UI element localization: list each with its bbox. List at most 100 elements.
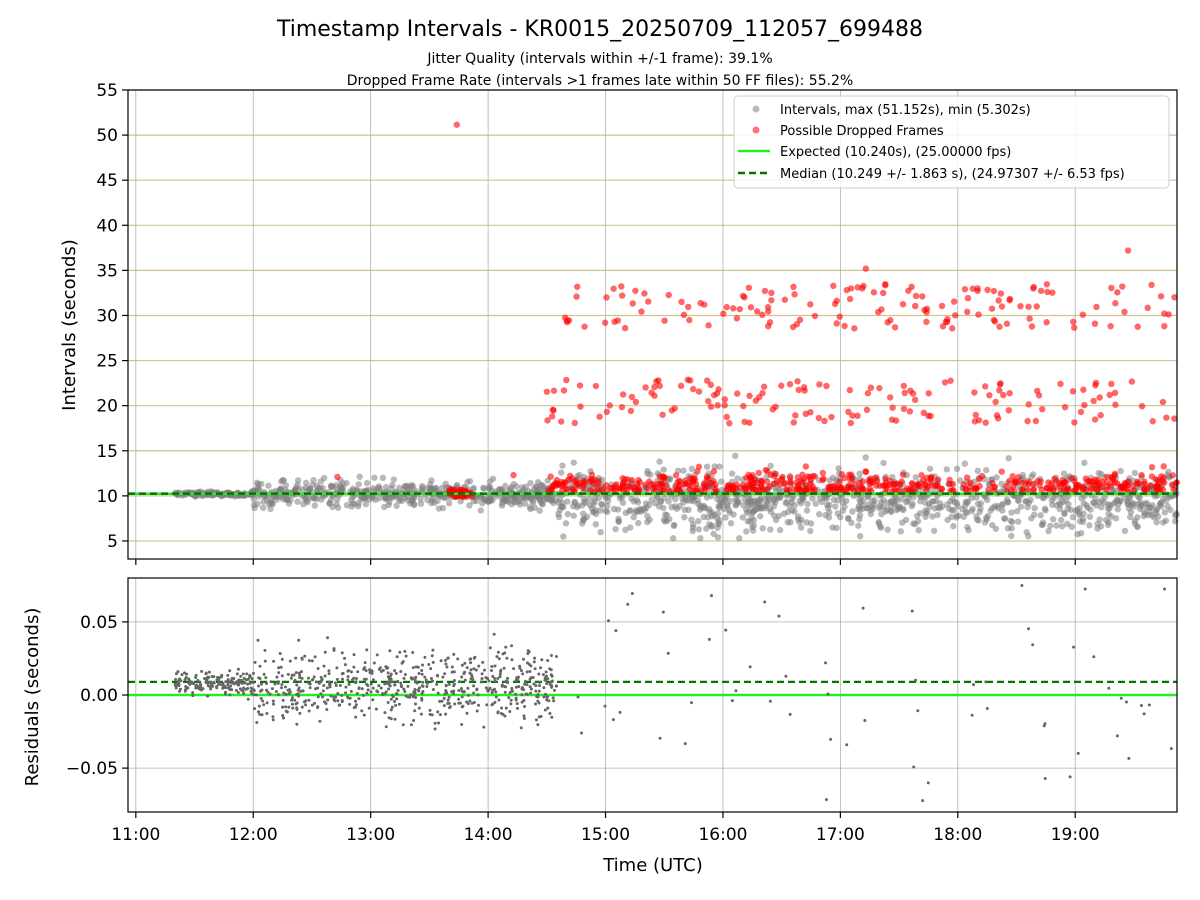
dropped-frame-point: [786, 381, 794, 388]
interval-point: [597, 529, 604, 536]
interval-point: [857, 533, 864, 540]
residual-point: [200, 669, 204, 673]
interval-point: [700, 513, 708, 521]
bottom-axes: −0.05 0.00 0.05 11:00 12:00 13:00 14:00 15:00 16…: [22, 577, 1178, 876]
interval-point: [848, 519, 855, 527]
residual-point: [495, 655, 499, 659]
residual-point: [215, 678, 219, 682]
top-ytick-label: 50: [96, 126, 118, 146]
residual-point: [327, 672, 331, 676]
dropped-frame-point: [807, 409, 814, 416]
residual-point: [227, 681, 231, 685]
interval-point: [757, 513, 764, 520]
residual-point: [383, 711, 387, 715]
residual-point: [534, 684, 538, 688]
dropped-frame-point: [548, 413, 556, 420]
residual-point: [319, 679, 323, 683]
interval-point: [993, 474, 1000, 481]
residual-point: [580, 731, 584, 735]
dropped-frame-point: [833, 320, 840, 327]
dropped-frame-point: [695, 388, 703, 395]
interval-point: [727, 520, 735, 527]
residual-point: [253, 707, 257, 711]
legend-marker-intervals: [752, 105, 760, 113]
residual-point: [362, 713, 366, 717]
residual-point: [263, 648, 267, 652]
top-ytick-label: 30: [96, 306, 118, 326]
dropped-frame-point: [1138, 403, 1146, 410]
residual-point: [365, 691, 369, 695]
interval-point: [759, 525, 767, 532]
dropped-frame-point: [772, 403, 779, 411]
interval-point: [1136, 505, 1144, 512]
residual-point: [406, 684, 410, 688]
dropped-frame-point: [550, 387, 558, 394]
residual-point: [482, 668, 486, 672]
dropped-frame-point: [870, 289, 878, 296]
top-ytick-label: 20: [96, 397, 118, 417]
residual-point: [177, 689, 181, 693]
residual-point: [316, 695, 320, 699]
interval-point: [1121, 494, 1128, 501]
dropped-frame-point: [686, 316, 693, 324]
residual-point: [914, 678, 918, 682]
dropped-frame-point: [971, 418, 979, 425]
residual-point: [460, 723, 464, 727]
residual-point: [226, 683, 230, 687]
interval-point: [703, 494, 711, 501]
residual-point: [510, 689, 514, 693]
residual-point: [194, 684, 198, 688]
dropped-frame-point: [1025, 303, 1032, 310]
residual-point: [226, 673, 230, 677]
interval-point: [1093, 502, 1100, 509]
interval-point: [725, 506, 733, 514]
dropped-frame-point: [793, 479, 801, 486]
dropped-frame-point: [1144, 304, 1151, 312]
residual-point: [291, 706, 295, 710]
residual-point: [177, 684, 181, 688]
legend-label-expected: Expected (10.240s), (25.00000 fps): [780, 145, 1011, 160]
dropped-frame-point: [919, 293, 926, 300]
interval-point: [744, 499, 751, 506]
interval-point: [855, 522, 862, 529]
dropped-frame-point: [648, 389, 655, 396]
residual-point: [215, 686, 219, 690]
residual-point: [223, 692, 227, 696]
residual-point: [310, 703, 314, 707]
interval-point: [797, 516, 805, 523]
interval-point: [844, 514, 852, 522]
dropped-frame-point: [847, 476, 854, 483]
interval-point: [680, 467, 687, 474]
residual-point: [279, 665, 283, 669]
residual-point: [299, 670, 303, 674]
residual-point: [542, 686, 546, 690]
interval-point: [757, 497, 764, 504]
interval-point: [878, 510, 885, 518]
interval-point: [832, 503, 839, 510]
dropped-frame-point: [618, 283, 625, 290]
residual-point: [317, 681, 321, 685]
interval-point: [762, 505, 770, 512]
interval-point: [822, 512, 829, 519]
interval-point: [570, 459, 577, 466]
residual-point: [383, 692, 387, 696]
residual-point: [319, 675, 323, 679]
residual-point: [416, 688, 420, 692]
residual-point: [475, 709, 479, 713]
residual-point: [436, 691, 440, 695]
interval-point: [1008, 509, 1015, 516]
dropped-frame-point: [1033, 303, 1040, 310]
dropped-frame-point: [1114, 289, 1121, 296]
residual-point: [369, 682, 373, 686]
residual-point: [242, 686, 246, 690]
dropped-frame-point: [574, 481, 581, 489]
bottom-xtick-label: 18:00: [933, 825, 982, 845]
legend-label-dropped: Possible Dropped Frames: [780, 124, 944, 139]
residual-point: [299, 680, 303, 684]
residual-point: [431, 688, 435, 692]
interval-point: [1079, 515, 1087, 523]
residual-point: [371, 698, 375, 702]
dropped-frame-point: [836, 313, 843, 320]
interval-point: [1154, 513, 1162, 520]
dropped-frame-point: [841, 474, 848, 482]
